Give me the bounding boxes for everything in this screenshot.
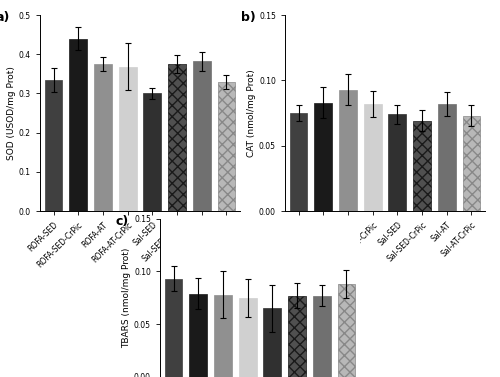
Text: a): a) [0,11,10,24]
Bar [119,67,136,211]
Bar [44,80,62,211]
Bar [338,284,355,377]
Bar [144,93,161,211]
Bar [438,104,456,211]
Bar [190,294,207,377]
Bar [314,103,332,211]
Bar [364,104,382,211]
Bar [288,296,306,377]
Text: b): b) [241,11,256,24]
Bar [239,298,256,377]
Bar [388,114,406,211]
Y-axis label: TBARS (nmol/mg Prot): TBARS (nmol/mg Prot) [122,248,131,348]
Bar [290,113,308,211]
Bar [413,121,431,211]
Y-axis label: CAT (nmol/mg Prot): CAT (nmol/mg Prot) [247,69,256,157]
Y-axis label: SOD (USOD/mg Prot): SOD (USOD/mg Prot) [7,66,16,160]
Bar [339,90,357,211]
Bar [462,116,480,211]
Bar [264,308,281,377]
Text: c): c) [116,216,129,228]
Bar [214,295,232,377]
Bar [193,61,210,211]
Bar [164,279,182,377]
Bar [218,82,236,211]
Bar [313,296,330,377]
Bar [70,38,87,211]
Bar [168,64,186,211]
Bar [94,64,112,211]
